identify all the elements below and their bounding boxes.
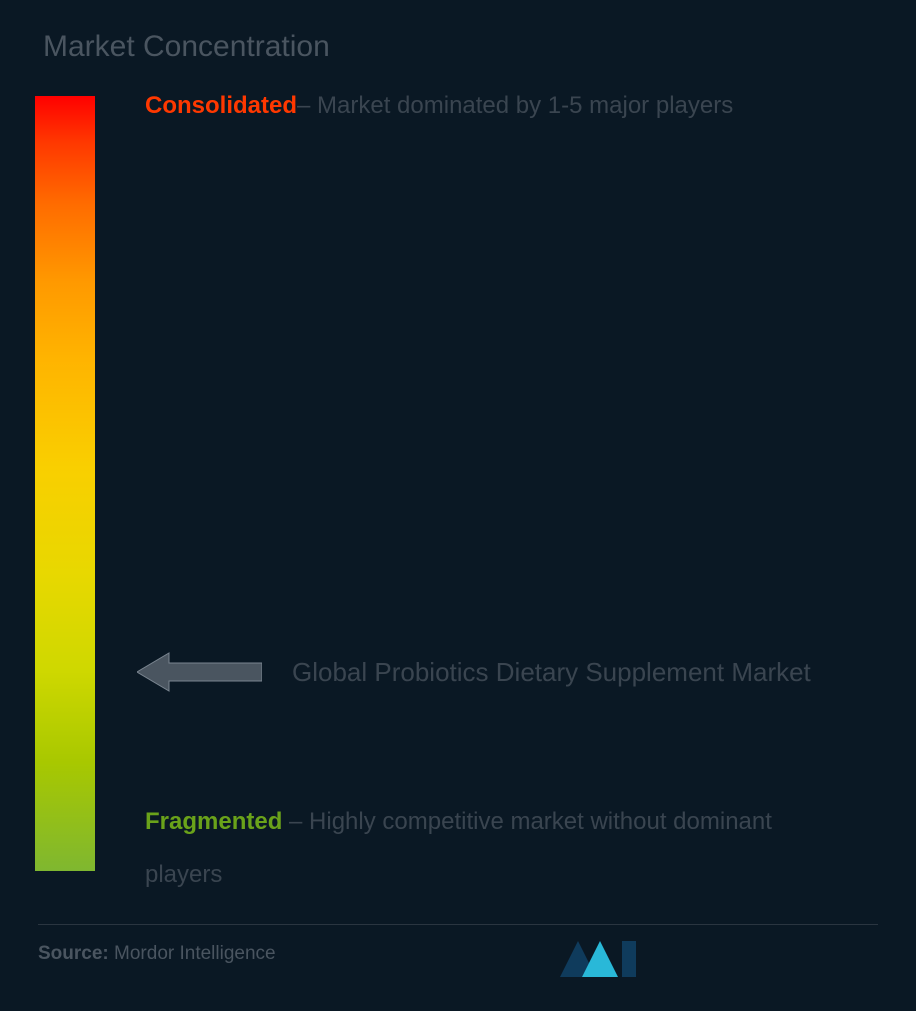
- footer: Source: Mordor Intelligence: [38, 924, 878, 981]
- fragmented-label: Fragmented: [145, 808, 282, 835]
- logo-icon: [560, 937, 638, 981]
- arrow-left-icon: [137, 651, 262, 693]
- consolidated-desc: – Market dominated by 1-5 major players: [297, 92, 733, 119]
- fragmented-block: Fragmented – Highly competitive market w…: [145, 796, 851, 902]
- consolidated-block: Consolidated– Market dominated by 1-5 ma…: [145, 92, 851, 120]
- source-value: Mordor Intelligence: [114, 943, 276, 964]
- content-area: Consolidated– Market dominated by 1-5 ma…: [35, 96, 881, 871]
- page-title: Market Concentration: [43, 30, 881, 64]
- text-area: Consolidated– Market dominated by 1-5 ma…: [145, 96, 881, 871]
- marker-block: Global Probiotics Dietary Supplement Mar…: [137, 651, 811, 693]
- marker-label: Global Probiotics Dietary Supplement Mar…: [292, 652, 811, 692]
- concentration-gradient-bar: [35, 96, 95, 871]
- consolidated-label: Consolidated: [145, 92, 297, 119]
- source-text: Source: Mordor Intelligence: [38, 943, 276, 965]
- source-label: Source:: [38, 943, 114, 964]
